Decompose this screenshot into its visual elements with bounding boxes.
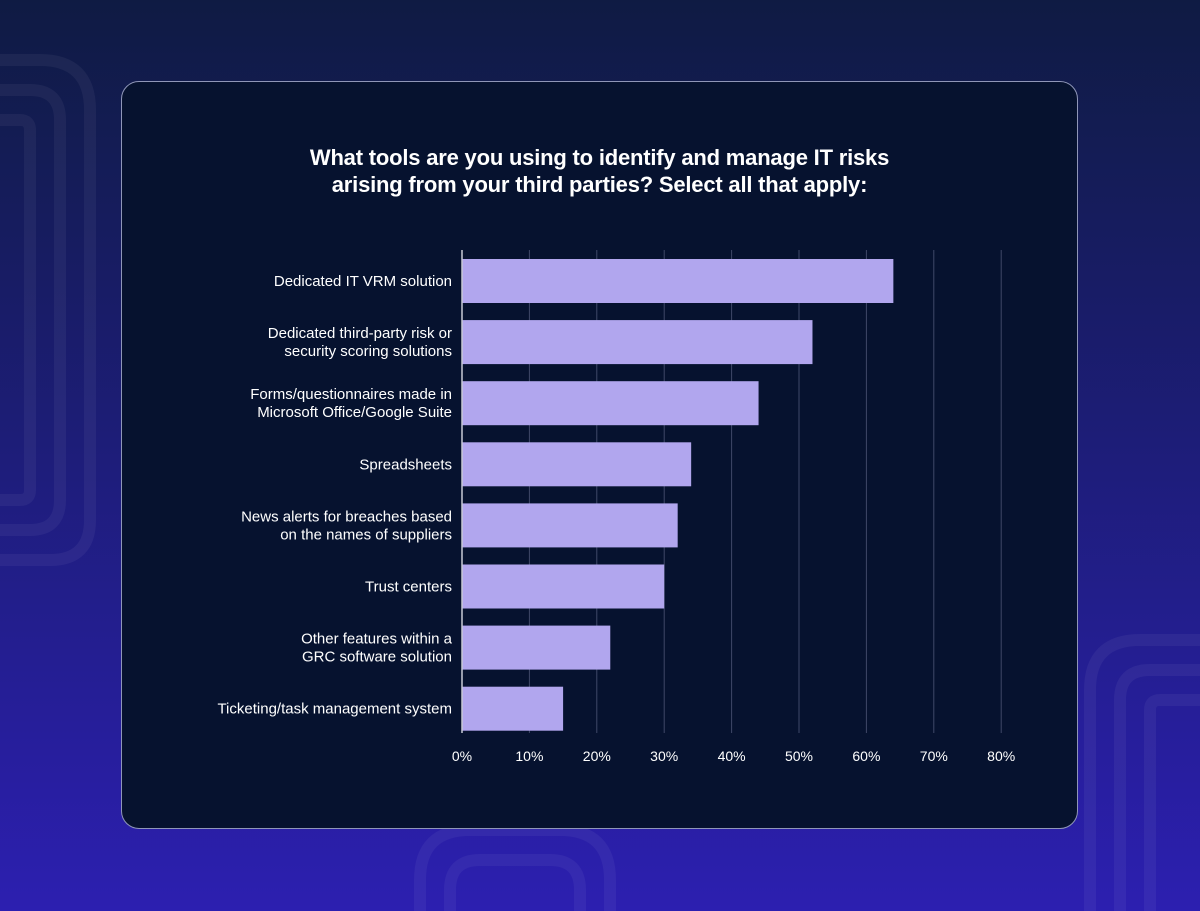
bar bbox=[462, 442, 692, 487]
x-tick-label: 80% bbox=[987, 748, 1015, 764]
x-tick-label: 50% bbox=[785, 748, 813, 764]
bar bbox=[462, 259, 894, 303]
category-label: Spreadsheets bbox=[359, 456, 452, 473]
x-tick-label: 60% bbox=[852, 748, 880, 764]
category-label: Ticketing/task management system bbox=[217, 701, 452, 718]
category-label: Dedicated IT VRM solution bbox=[274, 273, 452, 290]
category-label: Dedicated third-party risk or security sc… bbox=[268, 325, 452, 360]
x-tick-label: 70% bbox=[920, 748, 948, 764]
bar-chart: 0% 10% 20% 30% 40% 50% 60% 70% 80% Dedicated IT V… bbox=[217, 250, 1015, 764]
bar bbox=[462, 625, 611, 670]
chart-card: What tools are you using to identify and… bbox=[121, 81, 1078, 829]
bar bbox=[462, 503, 678, 548]
bar bbox=[462, 381, 759, 426]
x-tick-label: 40% bbox=[718, 748, 746, 764]
x-tick-label: 20% bbox=[583, 748, 611, 764]
x-tick-label: 10% bbox=[515, 748, 543, 764]
category-label: News alerts for breaches based on the nam… bbox=[241, 508, 452, 543]
background-arc-pattern bbox=[0, 54, 1200, 911]
x-tick-label: 0% bbox=[452, 748, 472, 764]
chart-title: What tools are you using to identify and… bbox=[309, 145, 890, 197]
bar bbox=[462, 686, 564, 731]
bar bbox=[462, 320, 813, 365]
category-label: Trust centers bbox=[365, 579, 452, 596]
bar bbox=[462, 564, 665, 609]
x-tick-label: 30% bbox=[650, 748, 678, 764]
category-label: Forms/questionnaires made in Microsoft Of… bbox=[250, 386, 452, 421]
category-label: Other features within a GRC software solu… bbox=[301, 631, 453, 666]
